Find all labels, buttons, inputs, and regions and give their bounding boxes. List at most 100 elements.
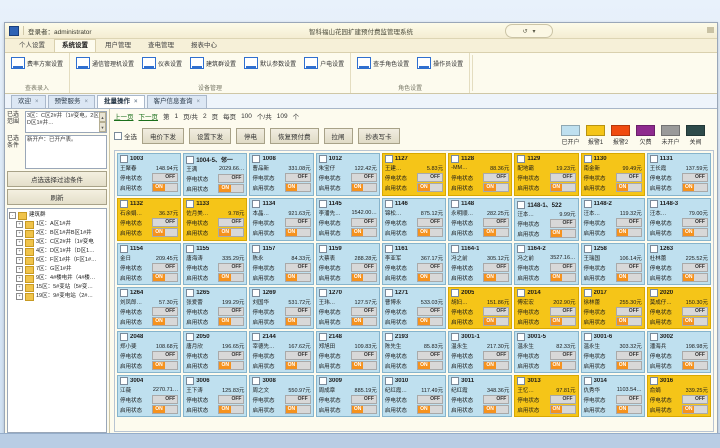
doc-tab-welcome[interactable]: 欢迎 × (11, 95, 46, 108)
card-checkbox[interactable] (318, 333, 327, 341)
card-checkbox[interactable] (120, 333, 128, 341)
card-enable-pill[interactable]: ON (350, 361, 377, 370)
card-power-pill[interactable]: OFF (483, 218, 510, 227)
card-checkbox[interactable] (384, 289, 393, 297)
card-checkbox[interactable] (583, 200, 592, 208)
ribbon-tab-system[interactable]: 系统设置 (54, 39, 96, 52)
card-power-pill[interactable]: OFF (350, 173, 377, 182)
ribbon-button-household-power[interactable]: 户电设置 (301, 55, 347, 71)
card-enable-pill[interactable]: ON (417, 405, 444, 414)
card-power-pill[interactable]: OFF (218, 307, 245, 316)
card-enable-pill[interactable]: ON (350, 317, 377, 326)
meter-card[interactable]: 1269 刘国华 531.72元 停电状态 OFF 启用状态 ON (249, 287, 314, 329)
card-checkbox[interactable] (451, 245, 460, 253)
meter-card[interactable]: 1148 永明顺… 282.25元 停电状态 OFF 启用状态 ON (448, 198, 513, 241)
meter-card[interactable]: 1159 大蔡表 288.28元 停电状态 OFF 启用状态 ON (315, 243, 380, 285)
card-enable-pill[interactable]: ON (152, 273, 179, 282)
card-checkbox[interactable] (451, 200, 460, 208)
card-enable-pill[interactable]: ON (284, 405, 311, 414)
filter-condition-button[interactable]: 点选选择过滤条件 (7, 171, 107, 187)
card-checkbox[interactable] (318, 200, 327, 208)
meter-card[interactable]: 1127 王建… 5.83元 停电状态 OFF 启用状态 ON (381, 153, 447, 196)
card-power-pill[interactable]: OFF (681, 307, 708, 316)
card-enable-pill[interactable]: ON (152, 228, 179, 237)
close-icon[interactable]: × (84, 99, 89, 105)
meter-card[interactable]: 3001-6 温永生 303.32元 停电状态 OFF 启用状态 ON (580, 331, 645, 373)
card-checkbox[interactable] (583, 333, 592, 341)
card-power-pill[interactable]: OFF (218, 351, 245, 360)
meter-card[interactable]: 3001-5 温永生 82.33元 停电状态 OFF 启用状态 ON (514, 331, 579, 373)
card-power-pill[interactable]: OFF (218, 174, 245, 183)
card-enable-pill[interactable]: ON (615, 317, 642, 326)
card-checkbox[interactable] (451, 377, 460, 385)
card-checkbox[interactable] (120, 377, 128, 385)
card-enable-pill[interactable]: ON (549, 183, 576, 192)
meter-card[interactable]: 1270 王玮… 127.57元 停电状态 OFF 启用状态 ON (315, 287, 380, 329)
meter-card[interactable]: 1164-2 冯之前 3527.16… 停电状态 OFF 启用状态 ON (514, 243, 579, 285)
meter-card[interactable]: 1129 配地霸 19.23元 停电状态 OFF 启用状态 ON (514, 153, 579, 196)
meter-card[interactable]: 3016 俞娟 339.25元 停电状态 OFF 启用状态 ON (646, 375, 711, 417)
meter-card[interactable]: 1148-1、522 汪本… 9.99元 停电状态 OFF 启用状态 ON (514, 198, 579, 241)
tree-node-zone-9[interactable]: + 9区：4#楼电井（4#楼… (9, 274, 105, 283)
card-power-pill[interactable]: OFF (615, 218, 642, 227)
expand-icon[interactable]: + (16, 239, 23, 246)
card-checkbox[interactable] (384, 245, 393, 253)
card-enable-pill[interactable]: ON (218, 361, 245, 370)
close-icon[interactable]: × (196, 99, 201, 105)
meter-card[interactable]: 2148 郑旭田 109.83元 停电状态 OFF 启用状态 ON (315, 331, 380, 373)
meter-card[interactable]: 1157 陈永 84.33元 停电状态 OFF 启用状态 ON (249, 243, 314, 285)
ribbon-tab-users[interactable]: 用户管理 (105, 42, 131, 49)
card-power-pill[interactable]: OFF (284, 307, 311, 316)
meter-card[interactable]: 1003 王聚春 148.94元 停电状态 OFF 启用状态 ON (117, 153, 182, 196)
select-all-control[interactable]: 全选 (114, 131, 137, 141)
expand-icon[interactable]: + (16, 275, 23, 282)
card-enable-pill[interactable]: ON (483, 361, 510, 370)
selected-range-box[interactable]: 3区：C区2#井（1#变电，2区：D区1#井… ▲ ▼ (25, 111, 107, 133)
card-checkbox[interactable] (384, 377, 393, 385)
meter-card[interactable]: 1155 唐海涛 335.29元 停电状态 OFF 启用状态 ON (183, 243, 248, 285)
meter-card[interactable]: 2050 唐月欣 196.65元 停电状态 OFF 启用状态 ON (183, 331, 248, 373)
card-checkbox[interactable] (252, 377, 261, 385)
card-enable-pill[interactable]: ON (615, 228, 642, 237)
meter-card[interactable]: 1008 曹品新 331.08元 停电状态 OFF 启用状态 ON (249, 153, 314, 196)
card-enable-pill[interactable]: ON (549, 317, 576, 326)
card-enable-pill[interactable]: ON (681, 228, 708, 237)
building-tree[interactable]: - 建筑群 + 1区：A区1#井 + 2区：B区1#井B区1#井 (7, 208, 107, 433)
card-enable-pill[interactable]: ON (417, 273, 444, 282)
card-checkbox[interactable] (318, 289, 327, 297)
power-off-button[interactable]: 停电 (236, 127, 265, 144)
meter-card[interactable]: 2048 郑小斐 108.68元 停电状态 OFF 启用状态 ON (117, 331, 182, 373)
card-power-pill[interactable]: OFF (417, 263, 444, 272)
meter-card[interactable]: 1004-5、邻一 王满 2029.66… 停电状态 OFF 启用状态 ON (183, 153, 248, 196)
tree-node-zone-1[interactable]: + 1区：A区1#井 (9, 220, 105, 229)
card-power-pill[interactable]: OFF (417, 395, 444, 404)
card-power-pill[interactable]: OFF (615, 307, 642, 316)
ribbon-tab-personal[interactable]: 个人设置 (19, 42, 45, 49)
card-power-pill[interactable]: OFF (615, 173, 642, 182)
card-power-pill[interactable]: OFF (152, 307, 179, 316)
card-checkbox[interactable] (384, 155, 393, 163)
meter-card[interactable]: 1145 李潘先… 1542.00… 停电状态 OFF 启用状态 ON (315, 198, 380, 241)
card-checkbox[interactable] (186, 333, 195, 341)
card-checkbox[interactable] (517, 200, 526, 209)
card-enable-pill[interactable]: ON (681, 183, 708, 192)
meter-card[interactable]: 1258 王瑞国 106.14元 停电状态 OFF 启用状态 ON (580, 243, 645, 285)
card-power-pill[interactable]: OFF (483, 351, 510, 360)
card-power-pill[interactable]: OFF (284, 395, 311, 404)
card-enable-pill[interactable]: ON (681, 405, 708, 414)
meter-card[interactable]: 2020 莫成仔… 150.30元 停电状态 OFF 启用状态 ON (646, 287, 711, 329)
card-checkbox[interactable] (252, 155, 261, 163)
card-enable-pill[interactable]: ON (350, 183, 377, 192)
minimize-button[interactable] (707, 27, 714, 33)
scroll-down-icon[interactable]: ▼ (99, 122, 106, 132)
meter-card[interactable]: 3006 王下涛 125.83元 停电状态 OFF 启用状态 ON (183, 375, 248, 417)
card-enable-pill[interactable]: ON (417, 317, 444, 326)
card-power-pill[interactable]: OFF (549, 173, 576, 182)
card-enable-pill[interactable]: ON (152, 317, 179, 326)
card-checkbox[interactable] (120, 200, 128, 208)
card-enable-pill[interactable]: ON (549, 273, 576, 282)
ribbon-button-instrument[interactable]: 仪表设置 (139, 55, 185, 71)
card-enable-pill[interactable]: ON (218, 184, 245, 193)
card-enable-pill[interactable]: ON (549, 405, 576, 414)
expand-icon[interactable]: + (16, 284, 23, 291)
